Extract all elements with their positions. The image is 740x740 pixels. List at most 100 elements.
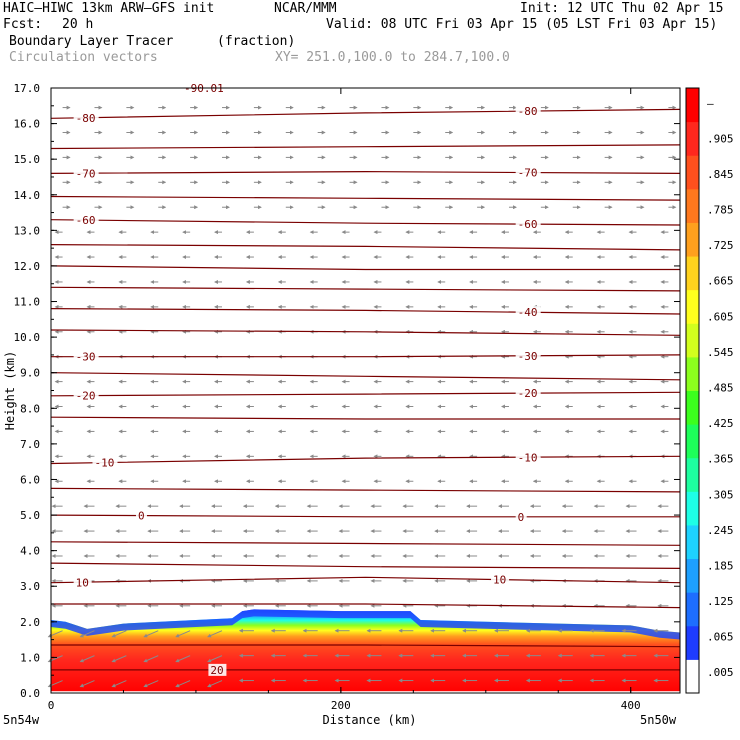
temperature-contours: -80 -80 -70 -70 -60 -60 -40 -30 -30 -20 -20 -10 -10 0… — [50, 82, 681, 677]
contour-label: 0 — [518, 511, 525, 524]
contour-line — [50, 576, 681, 584]
colorbar-swatch — [686, 457, 699, 492]
colorbar-label: .845 — [707, 168, 734, 181]
contour-label: 10 — [76, 576, 89, 589]
colorbar-label: .665 — [707, 275, 734, 288]
contour-line — [50, 541, 681, 546]
contour-label: -40 — [518, 306, 538, 319]
contour-label: -60 — [518, 218, 538, 231]
contour-label-bg — [515, 218, 541, 231]
contour-line — [51, 354, 681, 358]
contour-label: 20 — [210, 664, 223, 677]
tracer-field — [51, 609, 680, 693]
contour-line — [51, 603, 681, 609]
org-label: NCAR/MMM — [274, 1, 337, 16]
x-tick-label: 0 — [48, 699, 55, 712]
contour-label-bg — [515, 306, 541, 319]
colorbar-label: .305 — [707, 488, 734, 501]
contour-line — [50, 286, 681, 292]
vector-arrow — [79, 655, 95, 663]
tracer-area — [51, 609, 680, 693]
colorbar-swatch — [686, 289, 699, 324]
colorbar-label: .425 — [707, 417, 734, 430]
contour-label-bg — [515, 349, 541, 362]
init-time: Init: 12 UTC Thu 02 Apr 15 — [520, 1, 724, 16]
contour-label: -20 — [518, 387, 538, 400]
colorbar-label: .065 — [707, 631, 734, 644]
contour-label-bg — [73, 350, 99, 363]
contour-label: 10 — [493, 574, 506, 587]
colorbar-label: .905 — [707, 132, 734, 145]
contour-line — [50, 372, 681, 381]
field-name: Boundary Layer Tracer — [9, 34, 174, 49]
vector-arrow — [207, 630, 223, 638]
contour-line — [50, 416, 680, 420]
y-tick-label: 2.0 — [20, 616, 40, 629]
contour-label-bg — [73, 389, 99, 402]
vector-arrow — [175, 680, 191, 688]
colorbar-swatch — [686, 558, 699, 593]
y-tick-label: 9.0 — [20, 367, 40, 380]
vector-arrow — [143, 680, 159, 688]
contour-label: -80 — [76, 112, 96, 125]
x-axis-label: Distance (km) — [323, 713, 417, 727]
x-tick-label: 200 — [331, 699, 351, 712]
fcst-value: 20 h — [62, 17, 94, 32]
vector-arrow — [111, 630, 127, 638]
colorbar-label: .725 — [707, 239, 734, 252]
contour-label: -70 — [76, 167, 96, 180]
contour-label-bg — [73, 213, 99, 226]
contour-line — [50, 108, 681, 119]
contour-label-bg — [515, 510, 527, 523]
y-tick-label: 13.0 — [14, 224, 41, 237]
y-tick-label: 3.0 — [20, 580, 40, 593]
contour-line — [51, 644, 681, 648]
y-tick-label: 8.0 — [20, 402, 40, 415]
contour-label: -10 — [518, 451, 538, 464]
contour-line — [50, 195, 681, 201]
terrain — [51, 691, 680, 693]
colorbar-label: .785 — [707, 204, 734, 217]
colorbar-label: .245 — [707, 524, 734, 537]
contour-line — [50, 514, 680, 518]
contour-label-bg — [491, 573, 510, 586]
colorbar-label: .365 — [707, 453, 734, 466]
contour-label-bg — [73, 167, 99, 180]
y-tick-label: 5.0 — [20, 509, 40, 522]
xy-label: XY= 251.0,100.0 to 284.7,100.0 — [275, 50, 510, 65]
contour-label-bg — [73, 576, 92, 589]
x-end-label: 5n50w — [640, 713, 677, 727]
contour-label-bg — [92, 456, 118, 469]
contour-label-bg — [515, 105, 541, 118]
contour-line — [50, 391, 681, 397]
contour-line — [50, 487, 681, 493]
colorbar-swatch — [686, 524, 699, 560]
y-tick-label: 14.0 — [14, 189, 41, 202]
colorbar-swatch — [686, 390, 699, 425]
colorbar-swatch — [686, 625, 699, 660]
vector-arrow — [143, 630, 159, 638]
tracer-top-layer — [51, 609, 680, 640]
contour-label: -80 — [518, 105, 538, 118]
colorbar-frame — [685, 87, 700, 694]
contour-label: -20 — [76, 390, 96, 403]
vector-label: Circulation vectors — [9, 50, 158, 65]
fcst-label: Fcst: — [3, 17, 43, 32]
vector-arrow — [207, 680, 223, 688]
vector-arrow — [175, 655, 191, 663]
colorbar-label: .545 — [707, 346, 734, 359]
colorbar-swatch — [686, 356, 699, 391]
field-unit: (fraction) — [217, 34, 296, 49]
y-tick-label: 7.0 — [20, 438, 40, 451]
contour-label: -30 — [518, 350, 538, 363]
colorbar-label: .185 — [707, 559, 734, 572]
contour-label-bg — [208, 663, 227, 676]
axes: 0.0 1.0 2.0 3.0 4.0 5.0 6.0 7.0 8.0 9.0 10.0 11.0 12… — [3, 82, 681, 727]
colorbar-label: .005 — [707, 666, 734, 679]
contour-label-bg — [135, 509, 147, 522]
y-tick-label: 11.0 — [14, 296, 41, 309]
colorbar-swatch — [686, 155, 699, 190]
contour-line — [50, 562, 681, 569]
colorbar-swatch — [686, 256, 699, 291]
y-tick-label: 1.0 — [20, 651, 40, 664]
